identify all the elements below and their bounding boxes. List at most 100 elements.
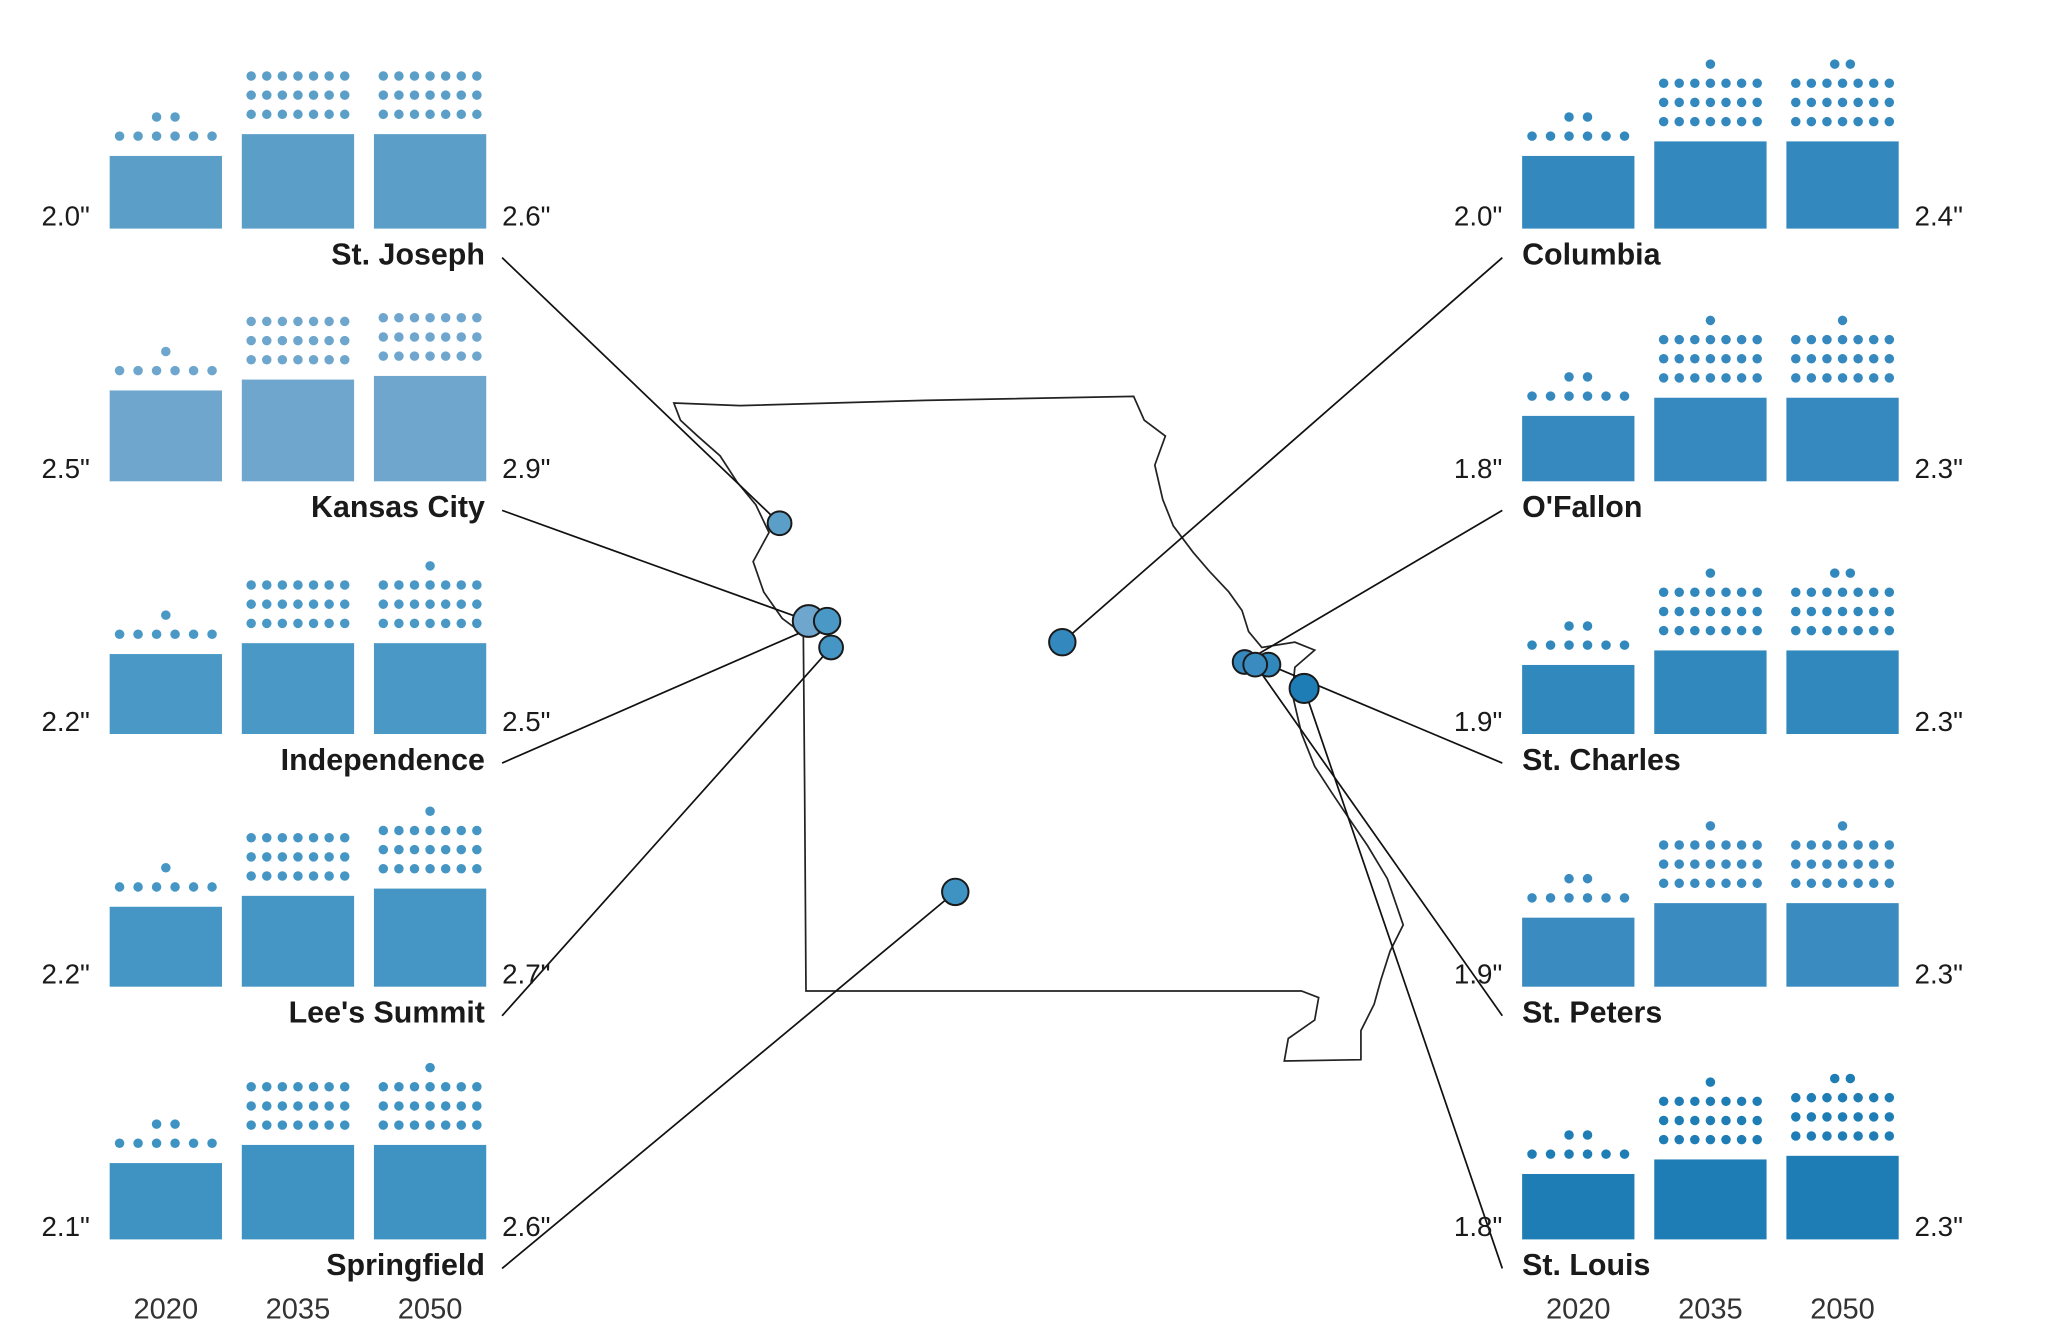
dot [1884, 606, 1895, 617]
dot [1736, 859, 1747, 869]
dot [151, 131, 162, 141]
dot [1674, 840, 1684, 850]
dot [308, 354, 319, 365]
dot [339, 1082, 350, 1092]
leader-line [501, 891, 956, 1270]
dot [339, 335, 350, 346]
dot [1705, 1115, 1716, 1126]
dot [1791, 78, 1801, 89]
dot [409, 71, 420, 81]
dot [1791, 625, 1801, 636]
dot [1829, 59, 1840, 69]
city-name: Lee's Summit [289, 995, 485, 1029]
dot [1582, 112, 1593, 122]
dot [1868, 373, 1879, 383]
dot [1806, 334, 1817, 345]
dot [262, 1120, 272, 1130]
dot [1868, 587, 1879, 598]
dot [1690, 625, 1700, 636]
value-label: 2.3" [1915, 1211, 1963, 1242]
dot [1868, 606, 1879, 617]
dot [472, 864, 482, 874]
dot [324, 1101, 334, 1111]
dot [425, 71, 435, 81]
dot [1806, 116, 1817, 127]
dot [425, 618, 435, 629]
dot [1837, 878, 1848, 889]
dot [425, 109, 435, 120]
dot [188, 629, 199, 640]
dot [1705, 353, 1716, 364]
dot [1791, 373, 1801, 383]
dot [425, 806, 435, 817]
dot [1837, 625, 1848, 636]
dot [1721, 97, 1731, 108]
dot [207, 629, 217, 640]
dot [277, 1082, 288, 1092]
dot [394, 618, 404, 629]
dot [1721, 840, 1731, 850]
dot [277, 316, 288, 327]
dot [1564, 1149, 1574, 1159]
dot [1853, 334, 1863, 345]
dot [293, 832, 303, 843]
dot [1619, 893, 1630, 903]
dot [440, 825, 451, 836]
dot [170, 131, 180, 141]
dot [1658, 587, 1669, 598]
dot [1582, 621, 1593, 631]
value-label: 2.4" [1915, 200, 1963, 231]
dot [114, 365, 125, 376]
dot [472, 580, 482, 590]
dot [378, 864, 389, 874]
dot [1853, 878, 1863, 889]
dot [1601, 131, 1611, 141]
dot [1674, 625, 1684, 636]
dot [1853, 1092, 1863, 1103]
dot [1736, 878, 1747, 889]
dot [308, 580, 319, 590]
city-name: St. Louis [1522, 1248, 1650, 1282]
bar [241, 379, 355, 482]
leader-lines [501, 257, 1504, 1270]
dot [378, 825, 389, 836]
dot [1564, 893, 1574, 903]
dot [472, 332, 482, 342]
dot [1837, 821, 1848, 831]
dot [1752, 859, 1762, 869]
dot [151, 365, 162, 376]
bar [1786, 1155, 1899, 1240]
dot [1752, 353, 1762, 364]
dot [440, 1101, 451, 1111]
dot [170, 365, 180, 376]
dot [246, 852, 256, 862]
dot [394, 1120, 404, 1130]
city-name: Columbia [1522, 237, 1661, 271]
value-label: 1.8" [1454, 1211, 1502, 1242]
dot [339, 832, 350, 843]
bar [373, 134, 487, 229]
dot [1705, 59, 1716, 69]
dot [425, 864, 435, 874]
dot [262, 618, 272, 629]
dot [1868, 116, 1879, 127]
dot [440, 109, 451, 120]
dot [1545, 1149, 1556, 1159]
dot [246, 354, 256, 365]
dot [409, 313, 420, 323]
dot [308, 109, 319, 120]
dot [1658, 97, 1669, 108]
dot [472, 1101, 482, 1111]
city-point [1288, 672, 1320, 704]
dot [1791, 840, 1801, 850]
dot [1868, 1131, 1879, 1141]
dot [1705, 1134, 1716, 1145]
dot [324, 335, 334, 346]
dot [1822, 859, 1832, 869]
dot [1721, 625, 1731, 636]
dot [133, 131, 143, 141]
dot [1658, 1096, 1669, 1107]
dot [1791, 587, 1801, 598]
dot [1845, 59, 1856, 69]
dot [456, 351, 467, 361]
